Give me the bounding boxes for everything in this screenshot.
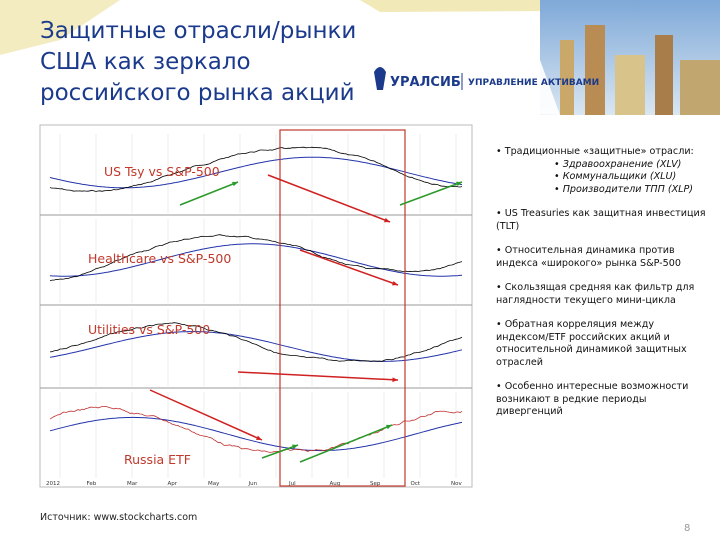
bullet-group: • Скользящая средняя как фильтр для нагл… bbox=[496, 282, 710, 307]
bullet: • Производители ТПП (XLP) bbox=[554, 183, 694, 195]
bullet-group: • Особенно интересные возможности возник… bbox=[496, 381, 710, 419]
divergence-box bbox=[279, 129, 406, 487]
panel-label: US Tsy vs S&P-500 bbox=[104, 164, 220, 179]
x-tick-label: 2012 bbox=[46, 481, 60, 487]
building bbox=[680, 60, 720, 115]
logo-mark bbox=[374, 67, 386, 90]
chart-frame bbox=[39, 124, 473, 488]
corner-shape bbox=[0, 0, 120, 55]
photo-mask bbox=[330, 60, 560, 115]
bullet-group: • Относительная динамика против индекса … bbox=[496, 245, 710, 270]
source: Источник: www.stockcharts.com bbox=[40, 512, 198, 523]
panel-label: Utilities vs S&P-500 bbox=[88, 322, 210, 337]
ma-line bbox=[49, 243, 463, 277]
price-line bbox=[49, 322, 463, 362]
ma-line bbox=[49, 331, 463, 362]
panel-label: Healthcare vs S&P-500 bbox=[88, 251, 231, 266]
arrow-head bbox=[456, 181, 462, 187]
arrow-head bbox=[392, 377, 398, 383]
ma-line bbox=[49, 156, 463, 189]
building bbox=[655, 35, 673, 115]
bullet: • Традиционные «защитные» отрасли: bbox=[496, 146, 694, 157]
price-line bbox=[49, 405, 463, 453]
price-line bbox=[49, 146, 463, 192]
x-tick-label: Jul bbox=[288, 481, 296, 487]
logo-subtitle: УПРАВЛЕНИЕ АКТИВАМИ bbox=[468, 78, 599, 88]
arrow-head bbox=[292, 444, 298, 450]
x-tick-label: Nov bbox=[451, 481, 462, 487]
bullet: • Обратная корреляция между индексом/ETF… bbox=[496, 319, 687, 368]
bullet-group: • Обратная корреляция между индексом/ETF… bbox=[496, 319, 710, 369]
bullet-group: • Традиционные «защитные» отрасли: • Здра… bbox=[496, 146, 710, 196]
price-line bbox=[49, 234, 463, 282]
chart-image: US Tsy vs S&P-500 Healthcare vs S&P-500 Ut… bbox=[39, 124, 473, 488]
building bbox=[560, 40, 574, 115]
arrow bbox=[299, 249, 399, 286]
arrow-head bbox=[386, 424, 392, 430]
bullet: • Относительная динамика против индекса … bbox=[496, 245, 681, 269]
building bbox=[585, 25, 605, 115]
logo: УРАЛСИБ bbox=[390, 75, 461, 90]
arrow-head bbox=[392, 280, 398, 286]
arrow bbox=[149, 389, 263, 441]
bullet-list: • Традиционные «защитные» отрасли: • Здра… bbox=[496, 146, 710, 431]
x-tick-label: Aug bbox=[330, 481, 341, 487]
x-tick-label: Oct bbox=[411, 481, 421, 487]
x-tick-label: Feb bbox=[87, 481, 97, 487]
bullet: • Скользящая средняя как фильтр для нагл… bbox=[496, 282, 695, 306]
ma-line bbox=[49, 416, 463, 452]
arrow bbox=[261, 444, 299, 459]
arrow-head bbox=[256, 435, 262, 440]
bullet-group: • US Treasuries как защитная инвестиция … bbox=[496, 208, 710, 233]
arrow bbox=[237, 371, 399, 381]
bullet: • US Treasuries как защитная инвестиция … bbox=[496, 208, 706, 232]
arrow bbox=[399, 181, 463, 206]
panel-label: Russia ETF bbox=[124, 452, 191, 467]
bullet: • Здравоохранение (XLV) bbox=[554, 158, 682, 170]
x-tick-label: Jun bbox=[248, 481, 258, 487]
arrow bbox=[179, 181, 239, 206]
building bbox=[615, 55, 645, 115]
title: Защитные отрасли/рынки США как зеркало р… bbox=[40, 18, 357, 106]
page-number: 8 bbox=[684, 523, 691, 534]
x-tick-label: May bbox=[208, 481, 220, 487]
bullet: • Коммунальщики (XLU) bbox=[554, 171, 677, 182]
bullet: • Особенно интересные возможности возник… bbox=[496, 381, 689, 417]
x-tick-label: Apr bbox=[168, 481, 178, 487]
x-tick-label: Sep bbox=[370, 481, 381, 487]
arrow bbox=[299, 424, 393, 463]
arrow-head bbox=[384, 217, 390, 223]
arrow-head bbox=[232, 181, 238, 187]
x-tick-label: Mar bbox=[127, 481, 138, 487]
arrow bbox=[267, 174, 391, 223]
